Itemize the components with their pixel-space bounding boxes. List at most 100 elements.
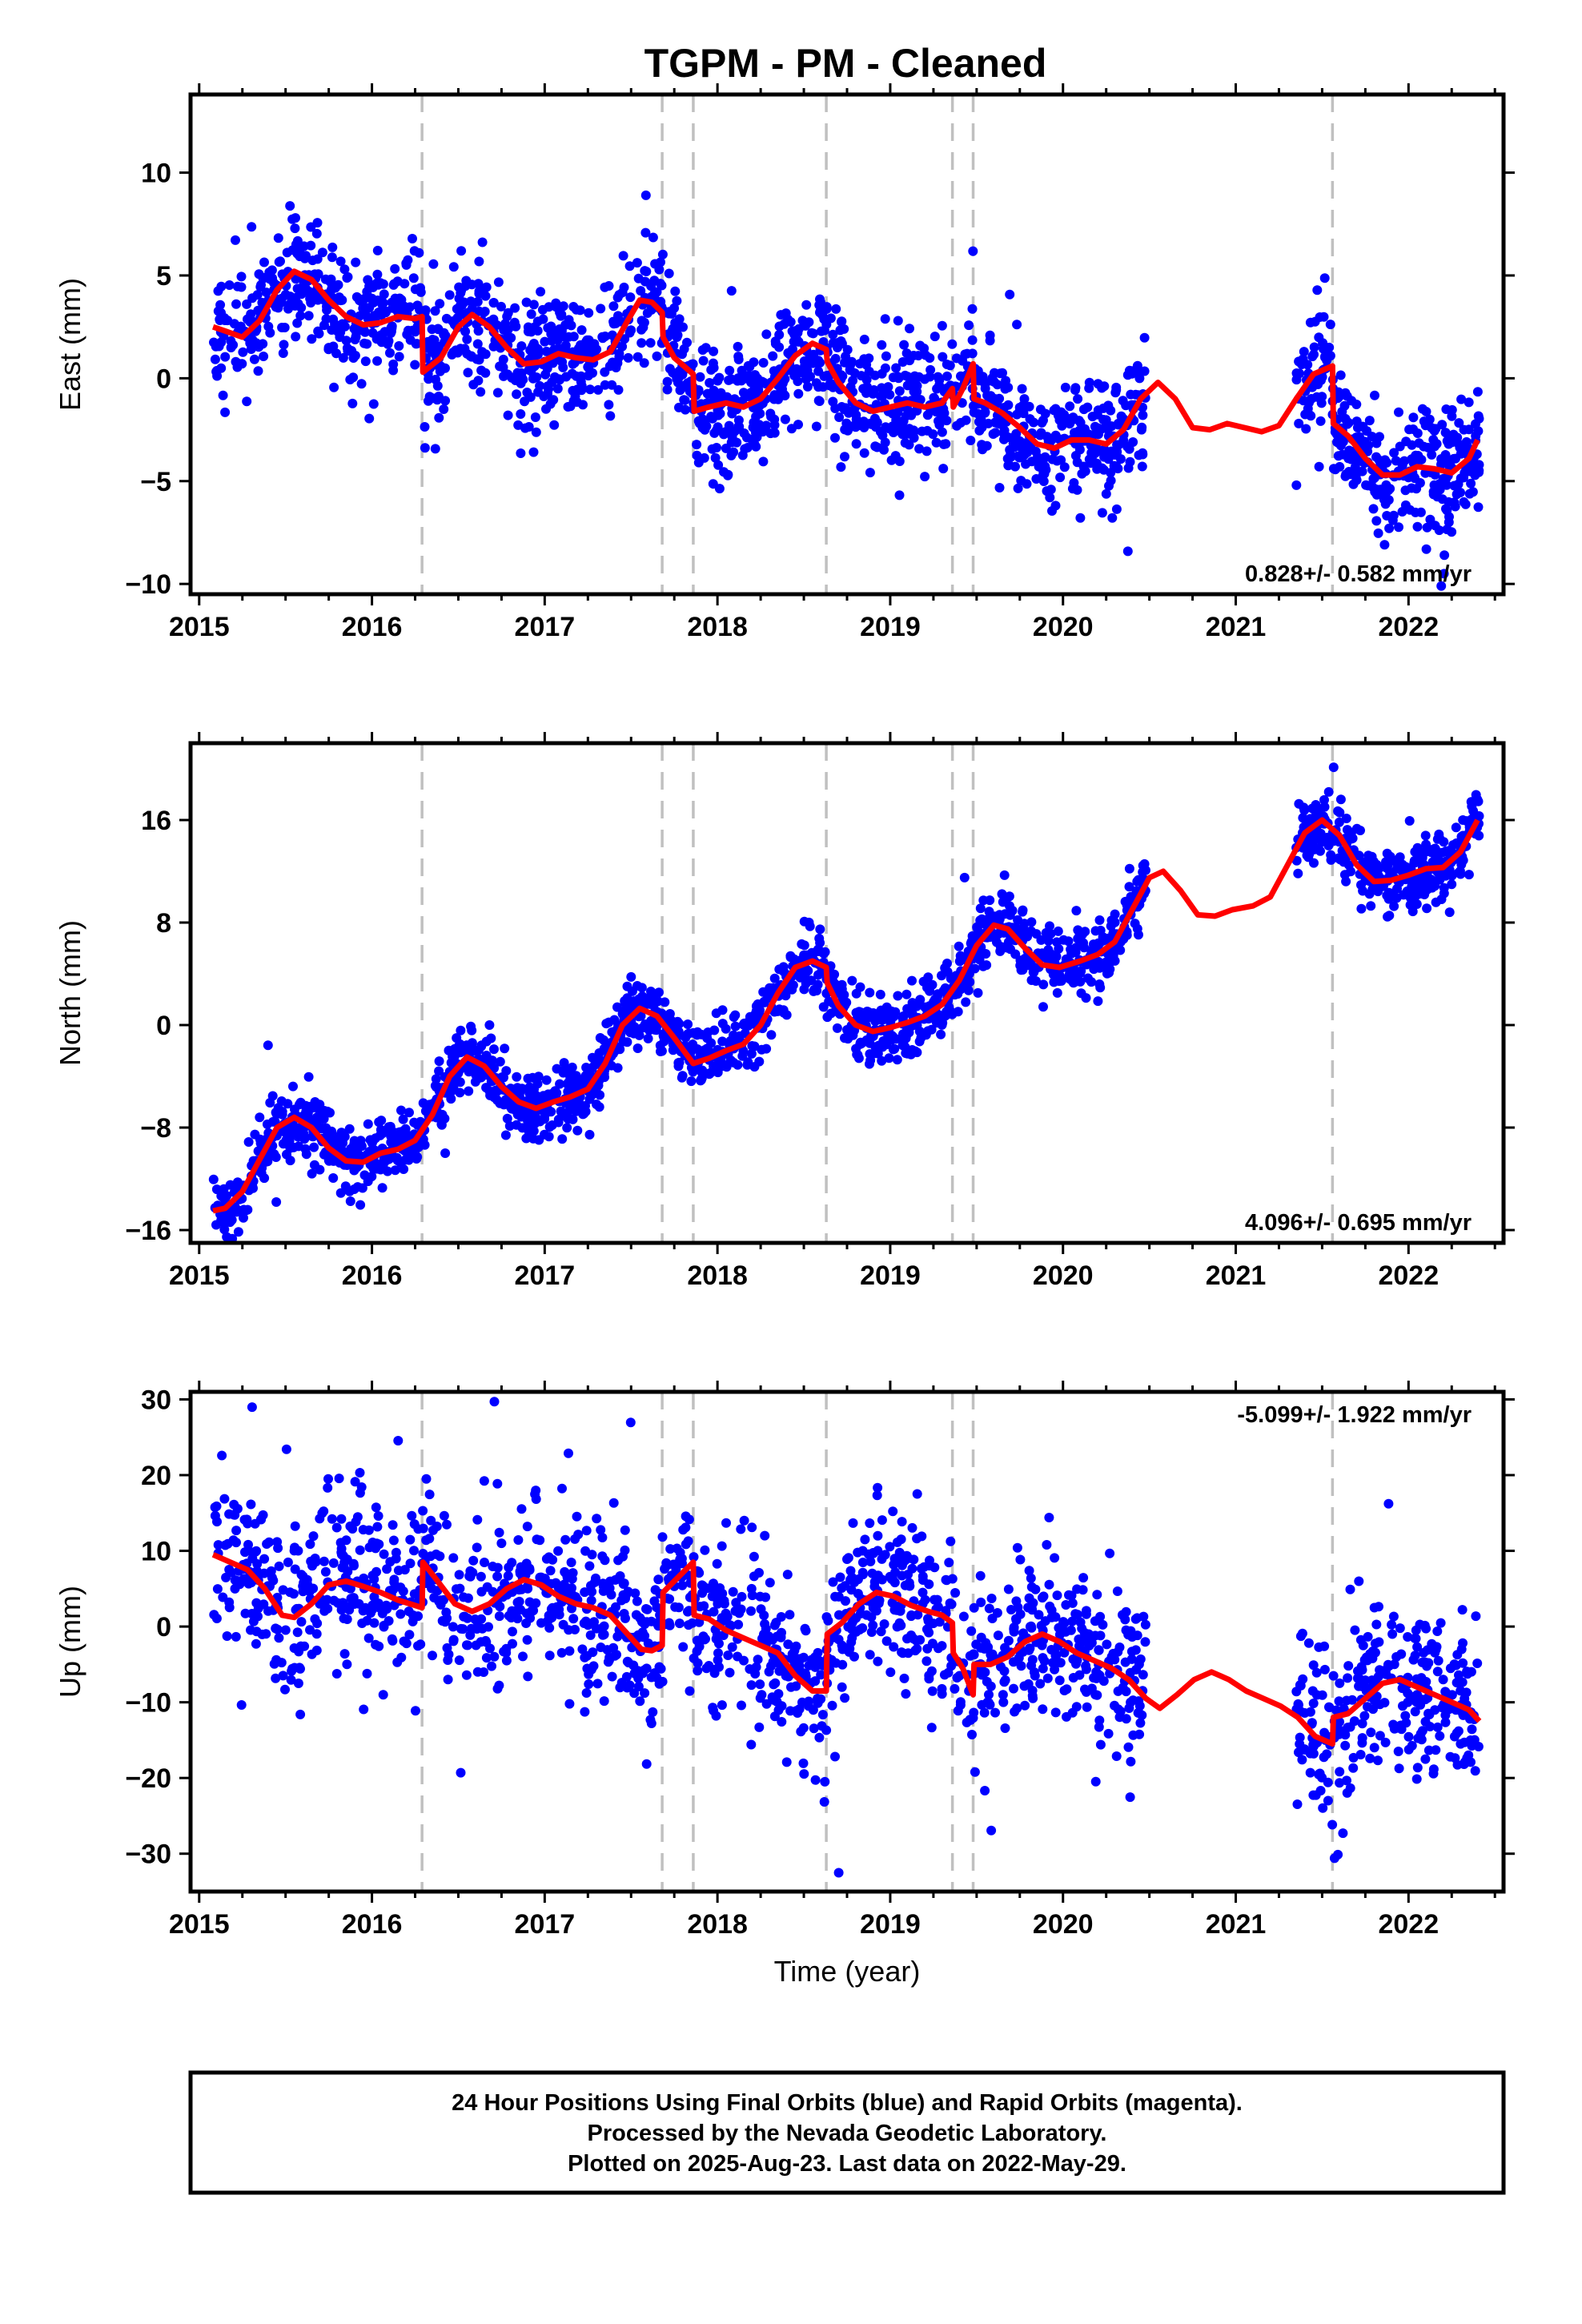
data-point — [793, 420, 803, 430]
data-point — [364, 413, 375, 424]
data-point — [455, 1088, 465, 1098]
data-point — [884, 1053, 894, 1063]
data-point — [865, 1059, 874, 1069]
data-point — [387, 321, 397, 332]
data-point — [1442, 525, 1452, 535]
data-point — [1016, 1661, 1026, 1671]
data-point — [1404, 816, 1415, 826]
data-point — [753, 1655, 763, 1665]
x-tick-label: 2019 — [860, 612, 921, 642]
data-point — [328, 1173, 339, 1183]
x-tick-label: 2016 — [342, 612, 403, 642]
data-point — [307, 334, 317, 344]
data-point — [985, 330, 995, 340]
data-point — [761, 420, 772, 431]
data-point — [409, 246, 420, 256]
data-point — [307, 1168, 317, 1179]
data-point — [568, 359, 578, 369]
data-point — [336, 323, 347, 333]
data-point — [335, 256, 346, 267]
data-point — [738, 1046, 749, 1056]
data-point — [758, 456, 769, 467]
data-point — [1299, 347, 1309, 357]
data-point — [1111, 504, 1122, 514]
data-point — [396, 1609, 406, 1619]
data-point — [1335, 807, 1345, 818]
data-point — [1081, 993, 1091, 1003]
data-point — [1369, 472, 1379, 483]
data-point — [785, 951, 796, 961]
data-point — [861, 375, 872, 385]
data-point — [1334, 817, 1344, 827]
data-point — [810, 1775, 821, 1785]
data-point — [498, 362, 508, 372]
data-point — [802, 381, 813, 392]
data-point — [1410, 846, 1420, 857]
data-point — [1388, 510, 1399, 521]
data-point — [1000, 1642, 1010, 1653]
data-point — [933, 991, 943, 1001]
data-point — [499, 325, 509, 335]
data-point — [1111, 461, 1122, 472]
data-point — [961, 997, 971, 1007]
data-point — [648, 232, 658, 243]
data-point — [847, 975, 857, 986]
data-point — [799, 950, 809, 960]
data-point — [1018, 400, 1028, 411]
data-point — [668, 368, 678, 378]
data-point — [338, 352, 348, 363]
data-point — [489, 1651, 500, 1662]
data-point — [731, 1598, 741, 1608]
data-point — [257, 297, 267, 308]
data-point — [673, 1027, 684, 1037]
data-point — [902, 1048, 913, 1059]
data-point — [781, 991, 791, 1001]
data-point — [655, 1040, 665, 1051]
data-point — [1093, 996, 1103, 1007]
data-point — [536, 287, 546, 297]
data-point — [472, 354, 482, 364]
data-point — [705, 378, 715, 388]
x-tick-label: 2020 — [1033, 612, 1094, 642]
data-point — [1316, 837, 1327, 847]
data-point — [743, 360, 753, 371]
data-point — [804, 1696, 814, 1707]
east-panel: 2015 2016 2017 2018 2019 2020 2021 2022−10−5051… — [54, 83, 1515, 642]
data-point — [1365, 862, 1375, 872]
data-point — [572, 1104, 582, 1115]
data-point — [923, 1616, 934, 1626]
data-point — [576, 340, 586, 350]
data-point — [528, 447, 539, 457]
data-point — [1073, 394, 1083, 404]
data-point — [476, 1586, 487, 1597]
data-point — [678, 1642, 689, 1652]
data-point — [234, 359, 244, 369]
y-tick-label: 8 — [156, 908, 171, 939]
data-point — [231, 1526, 242, 1536]
data-point — [556, 311, 566, 321]
data-point — [640, 190, 651, 200]
data-point — [1437, 420, 1447, 430]
data-point — [537, 304, 548, 315]
data-point — [557, 1134, 568, 1144]
data-point — [1312, 829, 1323, 839]
data-point — [592, 1679, 603, 1689]
data-point — [1435, 485, 1445, 495]
data-point — [1361, 480, 1371, 490]
data-point — [1294, 798, 1304, 809]
data-point — [1003, 460, 1014, 471]
data-point — [388, 279, 399, 290]
data-point — [442, 1519, 452, 1530]
data-point — [265, 1098, 275, 1108]
data-point — [410, 360, 420, 370]
data-point — [325, 1108, 335, 1118]
data-point — [725, 1667, 735, 1678]
data-point — [544, 384, 554, 394]
data-point — [1351, 400, 1362, 409]
data-point — [1363, 1702, 1372, 1712]
data-point — [400, 279, 410, 289]
data-point — [226, 343, 236, 352]
data-point — [371, 334, 382, 344]
data-point — [698, 356, 709, 366]
data-point — [503, 410, 513, 420]
